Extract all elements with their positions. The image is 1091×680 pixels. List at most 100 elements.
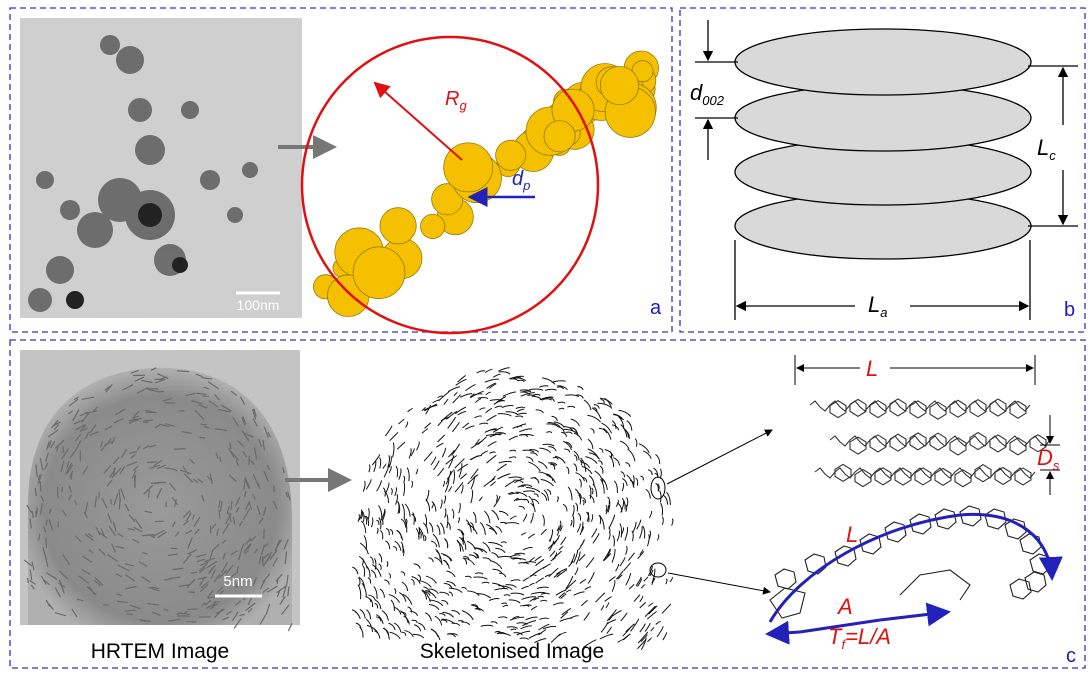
shape [478,397,488,398]
shape [588,572,594,583]
shape [641,584,645,588]
shape [577,387,583,390]
shape [393,547,396,551]
shape [457,464,467,471]
shape [277,578,278,584]
shape [620,557,625,566]
shape [416,442,419,451]
shape [607,609,616,620]
shape [635,439,637,447]
shape [612,425,619,430]
shape [391,488,392,494]
width-label: La [868,292,887,320]
shape [498,368,509,371]
shape [406,422,408,428]
shape [465,384,475,390]
shape [622,478,627,486]
shape [431,629,438,637]
shape [449,592,453,596]
shape [474,416,481,418]
shape [496,140,526,170]
shape [660,491,661,503]
shape [438,468,444,476]
shape [600,466,603,474]
shape [522,391,531,392]
shape [629,584,634,589]
shape [386,483,389,493]
shape [358,585,361,600]
shape [490,482,495,486]
aggregate [313,51,658,317]
shape [439,592,449,595]
shape [534,478,539,483]
shape [424,423,430,429]
shape [409,448,411,458]
shape [412,620,418,623]
shape [452,422,459,431]
shape [352,567,358,574]
shape [516,499,525,500]
shape [501,542,506,543]
shape [360,627,363,637]
shape [628,553,634,561]
shape [529,389,543,390]
shape [484,479,495,487]
shape [624,563,631,571]
shape [371,518,372,528]
shape [428,558,433,562]
shape [413,634,424,638]
particle-label: dp [512,168,530,193]
shape [613,535,615,546]
shape [970,400,986,417]
shape [546,432,551,433]
shape [645,623,650,631]
shape [505,481,514,487]
shape [662,604,671,614]
caption: HRTEM Image [91,640,229,663]
shape [442,448,445,457]
shape [499,511,508,516]
shape [425,613,431,621]
shape [526,617,538,620]
shape [584,612,590,620]
shape [509,493,518,494]
shape [612,580,615,591]
shape [508,477,521,478]
shape [601,400,605,404]
shape [127,614,133,615]
shape [512,559,525,561]
shape [448,417,456,428]
shape [438,435,445,442]
shape [516,492,527,497]
shape [626,546,628,555]
shape [523,450,535,452]
shape [975,465,991,482]
shape [396,466,398,477]
shape [597,403,610,407]
shape [447,514,448,528]
shape [117,602,128,603]
shape [516,407,525,408]
shape [850,399,866,416]
shape [383,488,385,497]
shape [475,399,481,403]
distance-label: A [836,594,853,619]
shape [564,449,570,452]
shape [385,541,389,549]
shape [444,496,446,504]
shape [574,464,577,472]
shape [539,618,548,619]
shape [541,479,554,486]
shape [542,378,555,384]
shape [363,566,365,577]
shape [360,609,365,618]
shape [441,500,443,509]
shape [403,594,412,604]
shape [455,407,466,414]
highlight [650,563,666,577]
shape [628,449,635,461]
shape [625,463,630,467]
shape [643,451,651,459]
shape [488,442,497,447]
shape [412,481,413,488]
